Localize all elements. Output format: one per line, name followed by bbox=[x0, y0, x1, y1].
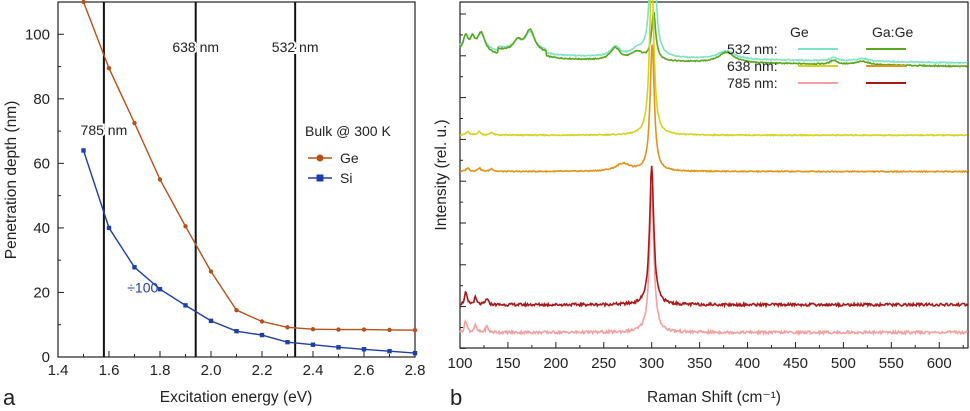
legend-row-532: 532 nm: bbox=[727, 41, 778, 57]
panel-a-point-ge bbox=[183, 224, 188, 229]
panel-b-spectrum-ga-ge-785-nm bbox=[459, 165, 969, 309]
panel-a-y-axis-title: Penetration depth (nm) bbox=[3, 101, 20, 260]
panel-b-y-ticks bbox=[460, 13, 466, 349]
panel-b-spectrum-ge-785-nm bbox=[459, 186, 969, 337]
panel-a-letter: a bbox=[3, 385, 16, 410]
panel-a-plot-frame bbox=[57, 1, 416, 358]
panel-a-point-si bbox=[336, 345, 341, 350]
panel-a-point-si bbox=[183, 303, 188, 308]
panel-a-x-axis-title: Excitation energy (eV) bbox=[160, 389, 313, 406]
panel-a-y-ticks: 0 20 40 60 80 100 bbox=[25, 26, 64, 366]
legend-header-gage: Ga:Ge bbox=[872, 24, 913, 40]
panel-a-point-si bbox=[259, 332, 265, 338]
panel-a-point-ge bbox=[310, 327, 316, 332]
panel-a-point-si bbox=[234, 328, 239, 334]
panel-a-point-ge bbox=[157, 177, 163, 182]
panel-a-x-tick-label: 2.0 bbox=[201, 362, 222, 379]
panel-a-x-tick-label: 2.6 bbox=[354, 362, 375, 379]
panel-b-x-ticks: 100 150 200 250 300 350 400 450 500 550 600 bbox=[447, 342, 964, 372]
panel-a-y-tick-label: 40 bbox=[33, 220, 50, 237]
legend-ge-marker bbox=[316, 154, 324, 162]
panel-a-point-si bbox=[285, 339, 290, 345]
panel-b-chart: 100 150 200 250 300 350 400 450 500 550 600 Ge Ga:… bbox=[433, 0, 969, 410]
panel-a-annotations: ÷100 bbox=[127, 279, 158, 295]
panel-a-line-ge bbox=[82, 1, 416, 331]
panel-a-legend: Bulk @ 300 K Ge Si bbox=[305, 123, 391, 186]
panel-a-x-tick-label: 1.4 bbox=[48, 362, 69, 379]
panel-a-point-ge bbox=[132, 120, 137, 126]
panel-a-x-ticks: 1.4 1.6 1.8 2.0 2.2 2.4 2.6 2.8 bbox=[48, 351, 426, 379]
panel-a-vline-label: 638 nm bbox=[172, 39, 219, 55]
panel-a-point-si bbox=[106, 225, 112, 231]
panel-a-point-ge bbox=[234, 308, 239, 313]
panel-a-vline-label: 785 nm bbox=[81, 122, 128, 138]
panel-a-point-ge bbox=[81, 0, 86, 5]
panel-a-point-ge bbox=[336, 327, 341, 332]
panel-a-point-ge bbox=[387, 327, 392, 333]
legend-row-785: 785 nm: bbox=[727, 75, 778, 91]
panel-a-point-si bbox=[81, 148, 86, 153]
legend-si-marker bbox=[316, 174, 324, 182]
panel-b-x-tick-label: 150 bbox=[495, 355, 520, 372]
panel-b-spectrum-ga-ge-638-nm bbox=[459, 44, 968, 174]
panel-b-y-axis-title: Intensity (rel. u.) bbox=[433, 119, 450, 230]
panel-b-legend: Ge Ga:Ge 532 nm: 638 nm: 785 nm: bbox=[727, 24, 913, 91]
panel-b-x-axis-title: Raman Shift (cm⁻¹) bbox=[647, 389, 781, 406]
panel-a-line-si bbox=[82, 150, 416, 354]
panel-a-point-ge bbox=[285, 325, 290, 330]
panel-a-point-si bbox=[132, 265, 137, 270]
legend-header-ge: Ge bbox=[790, 24, 809, 40]
panel-b-x-tick-label: 300 bbox=[639, 355, 664, 372]
panel-b-x-tick-label: 600 bbox=[927, 355, 952, 372]
panel-b-x-tick-label: 550 bbox=[879, 355, 904, 372]
panel-b-x-tick-label: 200 bbox=[543, 355, 568, 372]
panel-b-x-tick-label: 250 bbox=[591, 355, 616, 372]
panel-b-spectrum-ge-532-nm bbox=[459, 0, 968, 65]
panel-a-x-tick-label: 2.8 bbox=[405, 362, 426, 379]
legend-si-label: Si bbox=[340, 170, 352, 186]
panel-a-y-tick-label: 60 bbox=[33, 155, 50, 172]
panel-a-y-tick-label: 80 bbox=[33, 91, 50, 108]
panel-a-vline-label: 532 nm bbox=[272, 39, 319, 55]
panel-a-point-si bbox=[208, 318, 214, 324]
panel-a-legend-title: Bulk @ 300 K bbox=[305, 123, 391, 139]
panel-a-y-tick-label: 100 bbox=[25, 26, 50, 43]
panel-b-x-tick-label: 450 bbox=[783, 355, 808, 372]
panel-a-x-tick-label: 1.8 bbox=[150, 362, 171, 379]
panel-a-point-si bbox=[157, 287, 163, 292]
panel-a-x-tick-label: 1.6 bbox=[99, 362, 120, 379]
panel-a-point-si bbox=[387, 348, 392, 354]
panel-a-point-si bbox=[361, 347, 367, 352]
panel-b-plot-frame bbox=[459, 1, 969, 349]
panel-a-y-tick-label: 0 bbox=[42, 349, 50, 366]
panel-a-point-ge bbox=[259, 319, 265, 324]
panel-a-series bbox=[81, 0, 418, 356]
panel-b-x-tick-label: 500 bbox=[831, 355, 856, 372]
panel-a-point-si bbox=[412, 350, 418, 356]
panel-b-spectrum-ge-638-nm bbox=[459, 0, 968, 137]
panel-a-point-ge bbox=[208, 269, 214, 274]
legend-ge-label: Ge bbox=[340, 150, 359, 166]
panel-a-point-ge bbox=[412, 328, 418, 333]
panel-b-x-tick-label: 400 bbox=[735, 355, 760, 372]
panel-b-x-tick-label: 100 bbox=[447, 355, 472, 372]
panel-b-spectra bbox=[459, 0, 969, 337]
panel-a-wavelength-lines: 785 nm 638 nm 532 nm bbox=[79, 2, 321, 357]
panel-a-annotation: ÷100 bbox=[127, 279, 158, 295]
legend-row-638: 638 nm: bbox=[727, 58, 778, 74]
panel-a-point-ge bbox=[106, 65, 112, 71]
panel-a-y-tick-label: 20 bbox=[33, 284, 50, 301]
panel-a-chart: 1.4 1.6 1.8 2.0 2.2 2.4 2.6 2.8 0 20 40 60 80 100 78… bbox=[3, 0, 425, 410]
panel-a-point-ge bbox=[361, 327, 367, 332]
panel-a-x-tick-label: 2.4 bbox=[303, 362, 324, 379]
panel-b-x-tick-label: 350 bbox=[687, 355, 712, 372]
panel-b-letter: b bbox=[450, 385, 462, 410]
panel-b-spectrum-ga-ge-532-nm bbox=[459, 10, 968, 68]
panel-a-point-si bbox=[310, 342, 316, 347]
panel-a-x-tick-label: 2.2 bbox=[252, 362, 273, 379]
